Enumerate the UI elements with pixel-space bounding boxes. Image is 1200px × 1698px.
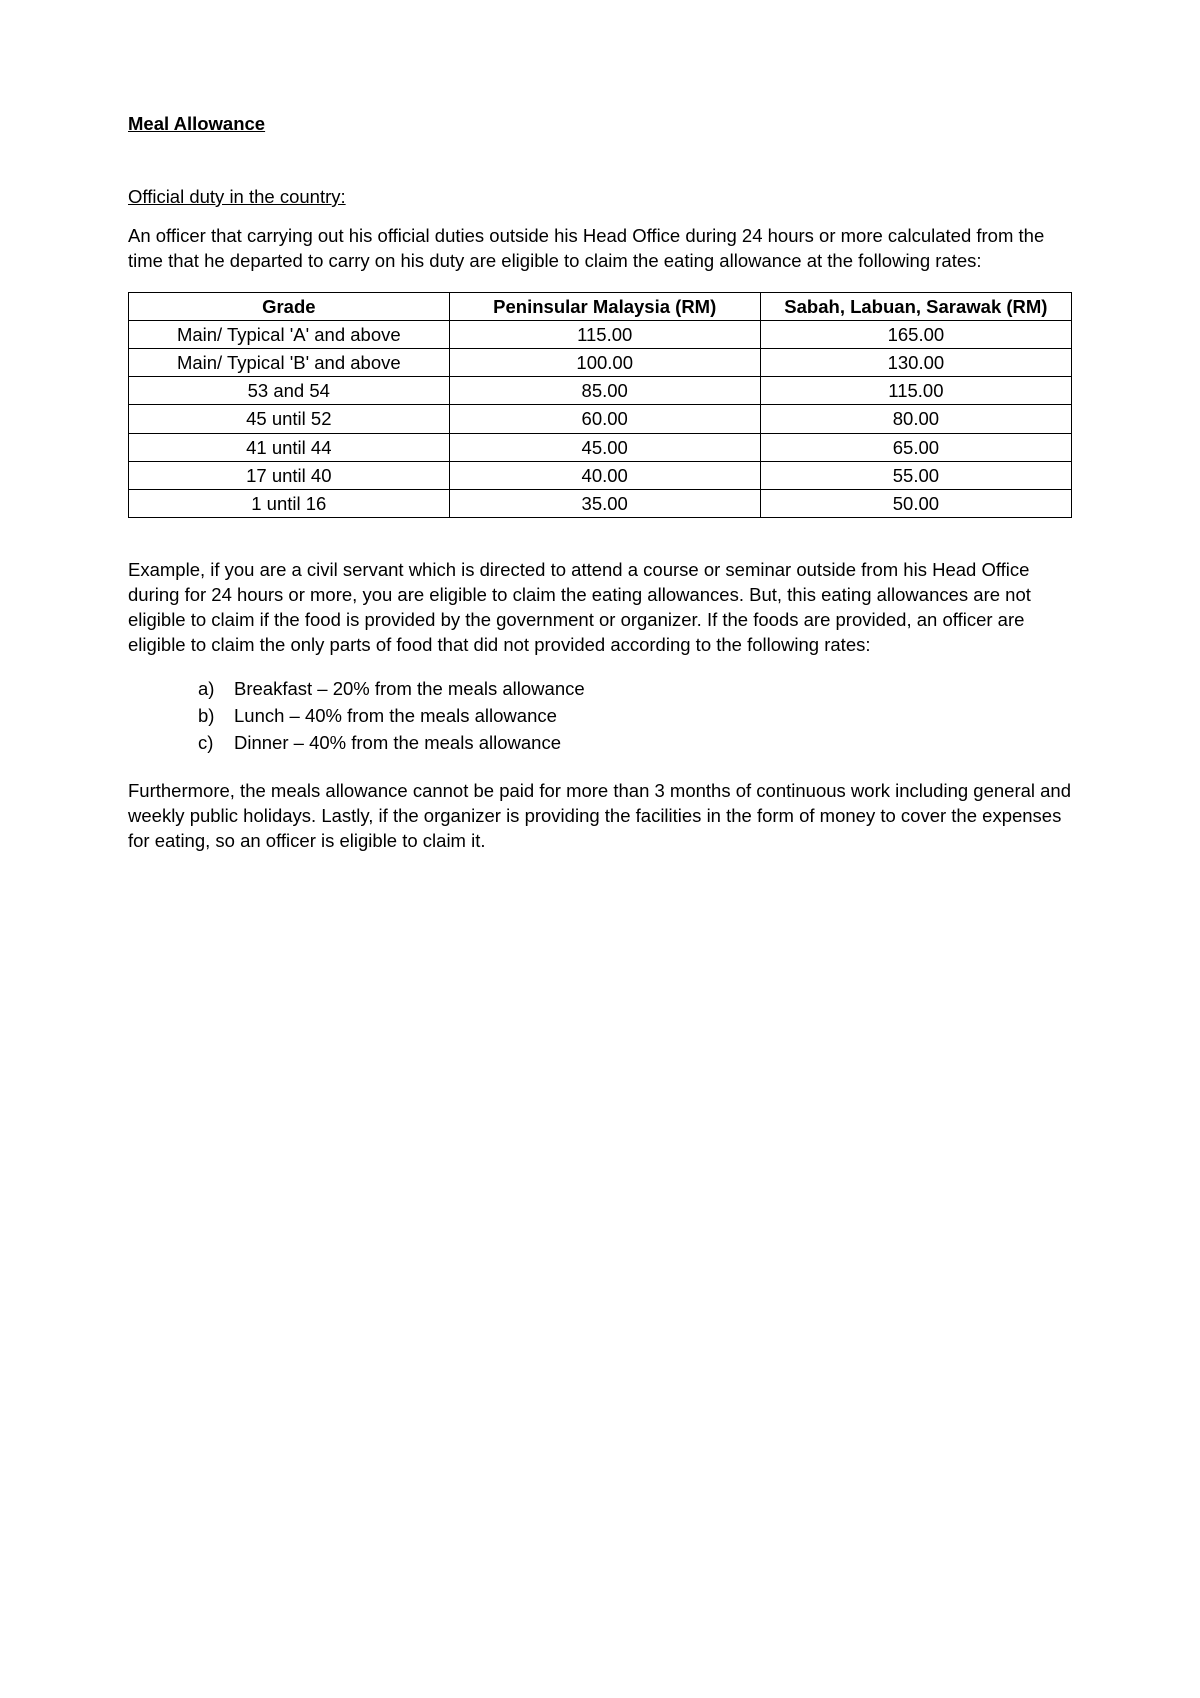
example-paragraph: Example, if you are a civil servant whic… (128, 558, 1072, 658)
cell-grade: 45 until 52 (129, 405, 450, 433)
col-header-peninsular: Peninsular Malaysia (RM) (449, 292, 760, 320)
document-page: Meal Allowance Official duty in the coun… (0, 0, 1200, 1698)
table-row: 41 until 44 45.00 65.00 (129, 433, 1072, 461)
table-row: Main/ Typical 'B' and above 100.00 130.0… (129, 349, 1072, 377)
cell-peninsular: 35.00 (449, 489, 760, 517)
cell-peninsular: 45.00 (449, 433, 760, 461)
cell-sabah: 130.00 (760, 349, 1071, 377)
closing-paragraph: Furthermore, the meals allowance cannot … (128, 779, 1072, 854)
cell-grade: Main/ Typical 'A' and above (129, 321, 450, 349)
cell-peninsular: 60.00 (449, 405, 760, 433)
table-row: 53 and 54 85.00 115.00 (129, 377, 1072, 405)
table-row: 45 until 52 60.00 80.00 (129, 405, 1072, 433)
page-title: Meal Allowance (128, 112, 1072, 137)
cell-sabah: 50.00 (760, 489, 1071, 517)
table-row: Main/ Typical 'A' and above 115.00 165.0… (129, 321, 1072, 349)
cell-grade: 17 until 40 (129, 461, 450, 489)
list-text: Breakfast – 20% from the meals allowance (234, 677, 585, 702)
list-marker: a) (198, 677, 222, 702)
cell-peninsular: 100.00 (449, 349, 760, 377)
list-marker: c) (198, 731, 222, 756)
intro-paragraph: An officer that carrying out his officia… (128, 224, 1072, 274)
list-text: Lunch – 40% from the meals allowance (234, 704, 557, 729)
cell-sabah: 65.00 (760, 433, 1071, 461)
cell-sabah: 80.00 (760, 405, 1071, 433)
cell-sabah: 115.00 (760, 377, 1071, 405)
table-header-row: Grade Peninsular Malaysia (RM) Sabah, La… (129, 292, 1072, 320)
col-header-sabah: Sabah, Labuan, Sarawak (RM) (760, 292, 1071, 320)
list-item: b) Lunch – 40% from the meals allowance (198, 703, 1072, 730)
table-row: 17 until 40 40.00 55.00 (129, 461, 1072, 489)
cell-sabah: 165.00 (760, 321, 1071, 349)
cell-peninsular: 85.00 (449, 377, 760, 405)
table-row: 1 until 16 35.00 50.00 (129, 489, 1072, 517)
list-item: c) Dinner – 40% from the meals allowance (198, 730, 1072, 757)
cell-grade: 1 until 16 (129, 489, 450, 517)
cell-peninsular: 115.00 (449, 321, 760, 349)
cell-grade: 41 until 44 (129, 433, 450, 461)
list-text: Dinner – 40% from the meals allowance (234, 731, 561, 756)
list-marker: b) (198, 704, 222, 729)
cell-sabah: 55.00 (760, 461, 1071, 489)
meal-rates-list: a) Breakfast – 20% from the meals allowa… (128, 676, 1072, 757)
cell-grade: 53 and 54 (129, 377, 450, 405)
cell-grade: Main/ Typical 'B' and above (129, 349, 450, 377)
section-subhead: Official duty in the country: (128, 185, 1072, 210)
allowance-table: Grade Peninsular Malaysia (RM) Sabah, La… (128, 292, 1072, 518)
col-header-grade: Grade (129, 292, 450, 320)
list-item: a) Breakfast – 20% from the meals allowa… (198, 676, 1072, 703)
cell-peninsular: 40.00 (449, 461, 760, 489)
